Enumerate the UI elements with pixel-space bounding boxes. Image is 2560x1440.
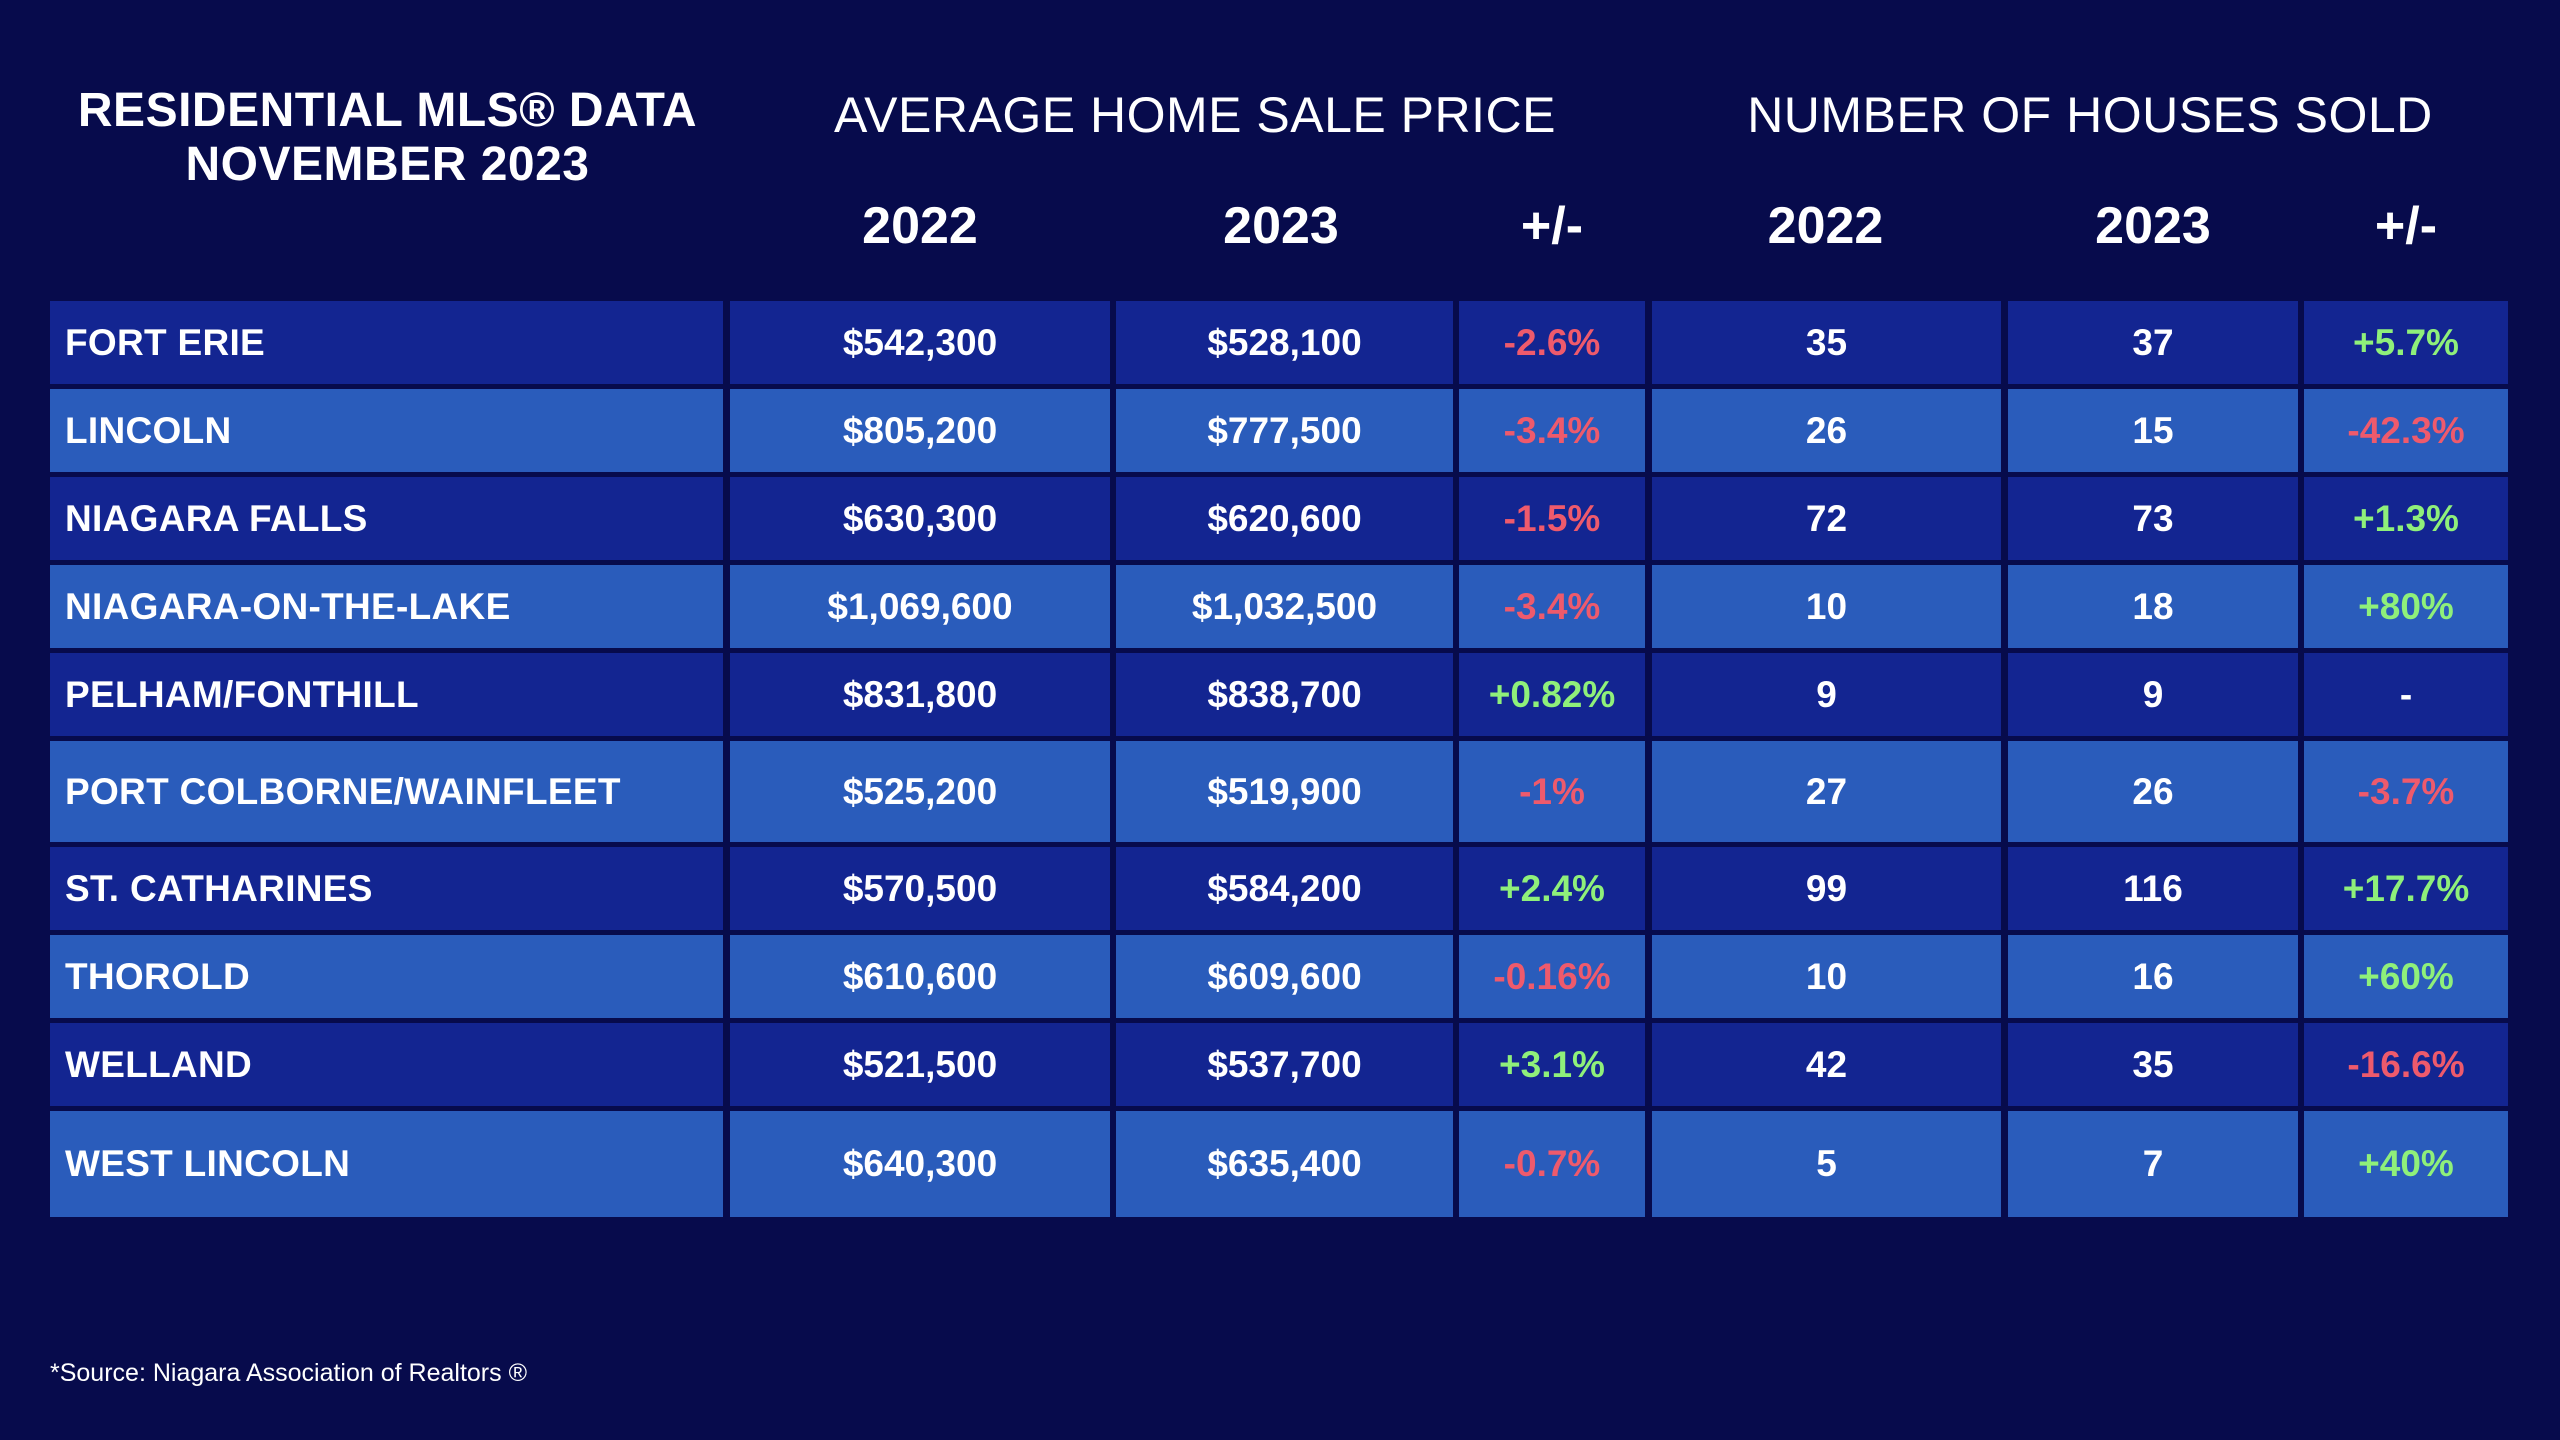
cell-price-change: -2.6% xyxy=(1459,301,1645,384)
cell-price-2023: $777,500 xyxy=(1116,389,1453,472)
cell-price-change: -1.5% xyxy=(1459,477,1645,560)
cell-sold-2022: 10 xyxy=(1652,565,2001,648)
cell-sold-change: -16.6% xyxy=(2304,1023,2508,1106)
cell-price-change: +3.1% xyxy=(1459,1023,1645,1106)
cell-sold-2023: 116 xyxy=(2008,847,2298,930)
chart-title: RESIDENTIAL MLS® DATA NOVEMBER 2023 xyxy=(50,84,725,192)
cell-sold-2023: 37 xyxy=(2008,301,2298,384)
cell-price-2022: $831,800 xyxy=(730,653,1110,736)
cell-price-2022: $521,500 xyxy=(730,1023,1110,1106)
cell-area-name: WELLAND xyxy=(50,1023,723,1106)
cell-price-2023: $838,700 xyxy=(1116,653,1453,736)
source-note: *Source: Niagara Association of Realtors… xyxy=(50,1359,527,1387)
cell-sold-2022: 5 xyxy=(1652,1111,2001,1217)
cell-sold-change: -3.7% xyxy=(2304,741,2508,842)
cell-area-name: WEST LINCOLN xyxy=(50,1111,723,1217)
cell-sold-2022: 9 xyxy=(1652,653,2001,736)
cell-sold-change: +40% xyxy=(2304,1111,2508,1217)
cell-price-2022: $640,300 xyxy=(730,1111,1110,1217)
cell-price-2022: $805,200 xyxy=(730,389,1110,472)
cell-price-change: -0.7% xyxy=(1459,1111,1645,1217)
cell-price-2023: $528,100 xyxy=(1116,301,1453,384)
cell-price-change: +0.82% xyxy=(1459,653,1645,736)
cell-price-2023: $1,032,500 xyxy=(1116,565,1453,648)
cell-price-2023: $519,900 xyxy=(1116,741,1453,842)
cell-area-name: NIAGARA FALLS xyxy=(50,477,723,560)
cell-price-2022: $525,200 xyxy=(730,741,1110,842)
sold-col-change-header: +/- xyxy=(2374,197,2438,255)
cell-sold-2023: 18 xyxy=(2008,565,2298,648)
cell-area-name: ST. CATHARINES xyxy=(50,847,723,930)
cell-sold-2022: 72 xyxy=(1652,477,2001,560)
cell-area-name: PORT COLBORNE/WAINFLEET xyxy=(50,741,723,842)
cell-sold-2022: 35 xyxy=(1652,301,2001,384)
cell-sold-change: +60% xyxy=(2304,935,2508,1018)
cell-price-change: +2.4% xyxy=(1459,847,1645,930)
cell-sold-2023: 7 xyxy=(2008,1111,2298,1217)
cell-sold-2023: 73 xyxy=(2008,477,2298,560)
cell-sold-2023: 15 xyxy=(2008,389,2298,472)
title-line-2: NOVEMBER 2023 xyxy=(185,138,590,191)
cell-price-2022: $542,300 xyxy=(730,301,1110,384)
cell-price-2023: $584,200 xyxy=(1116,847,1453,930)
cell-price-change: -3.4% xyxy=(1459,565,1645,648)
cell-sold-2022: 26 xyxy=(1652,389,2001,472)
cell-price-change: -3.4% xyxy=(1459,389,1645,472)
cell-sold-change: +80% xyxy=(2304,565,2508,648)
cell-area-name: FORT ERIE xyxy=(50,301,723,384)
sold-col-2022-header: 2022 xyxy=(1767,197,1884,255)
cell-price-2023: $635,400 xyxy=(1116,1111,1453,1217)
cell-sold-2023: 35 xyxy=(2008,1023,2298,1106)
cell-price-2023: $537,700 xyxy=(1116,1023,1453,1106)
cell-price-2022: $610,600 xyxy=(730,935,1110,1018)
price-col-2022-header: 2022 xyxy=(862,197,978,255)
cell-price-change: -1% xyxy=(1459,741,1645,842)
cell-sold-change: - xyxy=(2304,653,2508,736)
price-col-change-header: +/- xyxy=(1520,197,1584,255)
cell-sold-2023: 16 xyxy=(2008,935,2298,1018)
price-col-2023-header: 2023 xyxy=(1223,197,1339,255)
cell-sold-2022: 27 xyxy=(1652,741,2001,842)
cell-sold-2022: 99 xyxy=(1652,847,2001,930)
cell-sold-change: -42.3% xyxy=(2304,389,2508,472)
cell-sold-change: +17.7% xyxy=(2304,847,2508,930)
cell-area-name: LINCOLN xyxy=(50,389,723,472)
cell-sold-change: +1.3% xyxy=(2304,477,2508,560)
cell-price-2022: $630,300 xyxy=(730,477,1110,560)
cell-sold-2023: 9 xyxy=(2008,653,2298,736)
title-line-1: RESIDENTIAL MLS® DATA xyxy=(77,84,698,137)
cell-area-name: NIAGARA-ON-THE-LAKE xyxy=(50,565,723,648)
cell-sold-2022: 10 xyxy=(1652,935,2001,1018)
cell-price-2022: $570,500 xyxy=(730,847,1110,930)
cell-price-2023: $609,600 xyxy=(1116,935,1453,1018)
cell-price-2023: $620,600 xyxy=(1116,477,1453,560)
cell-price-change: -0.16% xyxy=(1459,935,1645,1018)
cell-sold-2023: 26 xyxy=(2008,741,2298,842)
cell-sold-change: +5.7% xyxy=(2304,301,2508,384)
average-price-header: AVERAGE HOME SALE PRICE xyxy=(834,87,1556,143)
houses-sold-header: NUMBER OF HOUSES SOLD xyxy=(1747,87,2433,143)
cell-area-name: PELHAM/FONTHILL xyxy=(50,653,723,736)
cell-sold-2022: 42 xyxy=(1652,1023,2001,1106)
sold-col-2023-header: 2023 xyxy=(2095,197,2211,255)
cell-area-name: THOROLD xyxy=(50,935,723,1018)
cell-price-2022: $1,069,600 xyxy=(730,565,1110,648)
